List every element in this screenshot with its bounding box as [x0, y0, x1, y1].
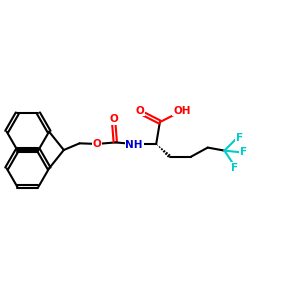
Text: O: O: [135, 106, 144, 116]
Text: F: F: [231, 163, 238, 172]
Text: O: O: [110, 114, 118, 124]
Text: NH: NH: [125, 140, 143, 149]
Text: OH: OH: [173, 106, 191, 116]
Text: O: O: [93, 139, 101, 149]
Text: F: F: [236, 134, 243, 143]
Text: F: F: [240, 147, 247, 157]
